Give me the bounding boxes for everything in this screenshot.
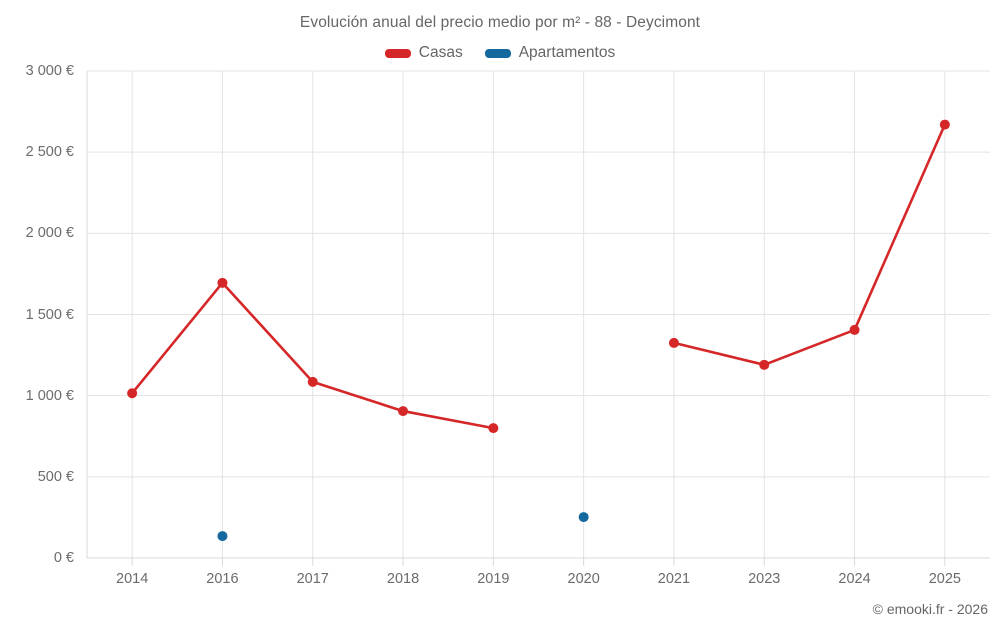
legend-item-apartamentos[interactable]: Apartamentos bbox=[484, 44, 616, 62]
y-axis-tick-label: 1 500 € bbox=[25, 306, 74, 323]
data-point-apartamentos bbox=[217, 531, 228, 542]
y-axis-tick-label: 2 000 € bbox=[25, 225, 74, 242]
x-axis-tick-label: 2020 bbox=[567, 571, 600, 587]
x-axis-tick-label: 2025 bbox=[928, 571, 961, 587]
data-point-casas bbox=[217, 277, 228, 288]
x-axis-tick-label: 2014 bbox=[116, 571, 149, 587]
y-axis-tick-label: 0 € bbox=[53, 550, 74, 566]
y-axis-tick-label: 2 500 € bbox=[25, 144, 74, 161]
data-point-casas bbox=[307, 376, 318, 387]
data-point-casas bbox=[759, 359, 770, 370]
data-point-casas bbox=[849, 324, 860, 335]
data-point-casas bbox=[939, 119, 950, 130]
tickmarks-x bbox=[131, 558, 946, 566]
data-point-apartamentos bbox=[578, 512, 589, 523]
x-axis-tick-label: 2016 bbox=[206, 571, 239, 587]
x-axis-tick-label: 2017 bbox=[296, 571, 329, 587]
x-axis-tick-label: 2021 bbox=[657, 571, 691, 587]
x-axis-tick-label: 2018 bbox=[386, 571, 420, 587]
legend-label-casas: Casas bbox=[418, 44, 463, 61]
data-point-casas bbox=[127, 388, 138, 399]
x-axis-tick-label: 2024 bbox=[838, 571, 871, 587]
y-axis-tick-label: 1 000 € bbox=[25, 387, 74, 404]
y-axis-tick-label: 3 000 € bbox=[25, 63, 74, 79]
series-markers bbox=[127, 119, 950, 542]
gridlines-vertical bbox=[131, 71, 946, 558]
data-point-casas bbox=[668, 337, 679, 348]
legend-swatch-casas bbox=[384, 48, 411, 58]
chart-credit: © emooki.fr - 2026 bbox=[872, 601, 988, 617]
series-lines bbox=[130, 123, 947, 430]
y-axis-tick-label: 500 € bbox=[37, 468, 74, 485]
data-point-casas bbox=[398, 406, 409, 417]
chart-title: Evolución anual del precio medio por m² … bbox=[299, 14, 701, 31]
series-line-casas bbox=[672, 123, 947, 367]
legend-item-casas[interactable]: Casas bbox=[384, 44, 463, 62]
x-axis-tick-label: 2019 bbox=[477, 571, 510, 587]
chart-legend: Casas Apartamentos bbox=[0, 44, 1000, 62]
legend-swatch-apartamentos bbox=[484, 48, 511, 58]
axis-frame bbox=[86, 71, 990, 559]
x-axis-tick-label: 2023 bbox=[748, 571, 781, 587]
data-point-casas bbox=[488, 423, 499, 434]
legend-label-apartamentos: Apartamentos bbox=[518, 44, 616, 61]
